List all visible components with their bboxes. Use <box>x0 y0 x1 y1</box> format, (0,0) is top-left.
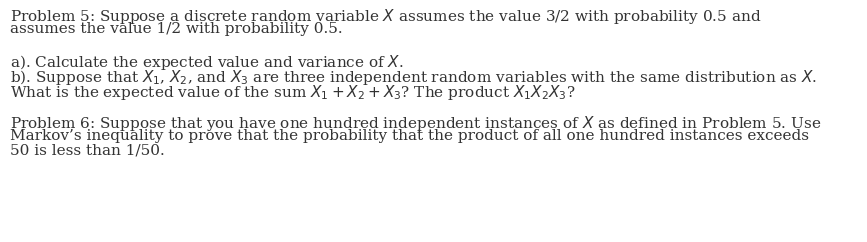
Text: assumes the value 1/2 with probability 0.5.: assumes the value 1/2 with probability 0… <box>10 22 343 36</box>
Text: Problem 6: Suppose that you have one hundred independent instances of $X$ as def: Problem 6: Suppose that you have one hun… <box>10 114 822 133</box>
Text: b). Suppose that $X_1$, $X_2$, and $X_3$ are three independent random variables : b). Suppose that $X_1$, $X_2$, and $X_3$… <box>10 68 818 87</box>
Text: 50 is less than 1/50.: 50 is less than 1/50. <box>10 144 165 158</box>
Text: What is the expected value of the sum $X_1 + X_2 + X_3$? The product $X_1 X_2 X_: What is the expected value of the sum $X… <box>10 83 576 102</box>
Text: a). Calculate the expected value and variance of $X$.: a). Calculate the expected value and var… <box>10 53 404 72</box>
Text: Markov’s inequality to prove that the probability that the product of all one hu: Markov’s inequality to prove that the pr… <box>10 129 810 143</box>
Text: Problem 5: Suppose a discrete random variable $X$ assumes the value 3/2 with pro: Problem 5: Suppose a discrete random var… <box>10 7 762 26</box>
